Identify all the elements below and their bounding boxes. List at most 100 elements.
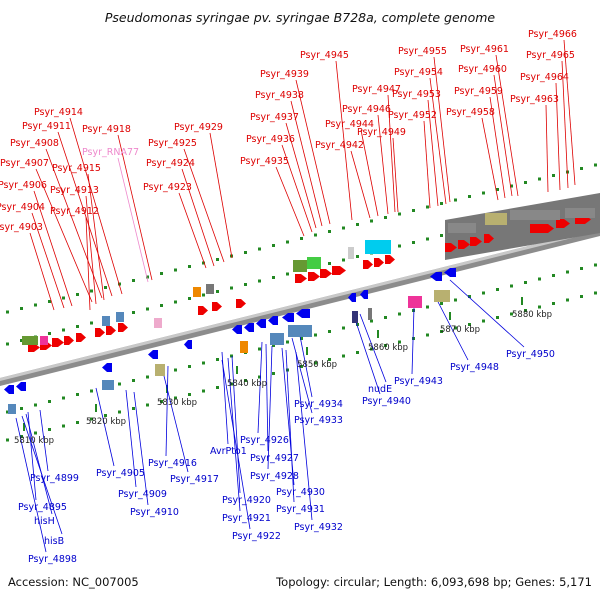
gene-label[interactable]: Psyr_4906 <box>0 180 47 191</box>
forward-gene-arrow <box>64 336 74 345</box>
gene-label[interactable]: Psyr_4958 <box>446 107 495 118</box>
gene-label[interactable]: Psyr_4965 <box>526 50 575 61</box>
gene-label[interactable]: Psyr_4942 <box>315 140 364 151</box>
gene-label[interactable]: Psyr_4928 <box>250 471 299 482</box>
gene-label[interactable]: Psyr_4966 <box>528 29 577 40</box>
gene-label[interactable]: Psyr_4954 <box>394 67 443 78</box>
gene-label[interactable]: Psyr_4935 <box>240 156 289 167</box>
gene-label[interactable]: Psyr_4944 <box>325 119 374 130</box>
gene-label[interactable]: Psyr_4940 <box>362 396 411 407</box>
gene-label[interactable]: Psyr_4949 <box>357 127 406 138</box>
track-dot <box>594 163 597 167</box>
gene-label[interactable]: Psyr_4945 <box>300 50 349 61</box>
track-dot <box>328 358 331 361</box>
gene-label[interactable]: Psyr_4920 <box>222 495 271 506</box>
track-dot <box>6 310 9 314</box>
track-dot <box>286 368 289 372</box>
gene-label[interactable]: Psyr_4953 <box>392 89 441 100</box>
gene-label[interactable]: hisB <box>44 536 64 547</box>
track-dot <box>244 379 247 382</box>
gene-label[interactable]: Psyr_4937 <box>250 112 299 123</box>
forward-gene-arrow <box>295 274 307 283</box>
gene-label[interactable]: Psyr_4898 <box>28 554 77 565</box>
label-leader-line <box>95 387 115 467</box>
label-leader-line <box>360 129 379 217</box>
gene-label[interactable]: Psyr_4905 <box>96 468 145 479</box>
gene-label[interactable]: Psyr_4963 <box>510 94 559 105</box>
gene-label[interactable]: Psyr_4899 <box>30 473 79 484</box>
gene-label[interactable]: Psyr_4912 <box>50 206 99 217</box>
gene-label[interactable]: Psyr_4961 <box>460 44 509 55</box>
gene-label[interactable]: Psyr_RNA77 <box>82 147 139 158</box>
gene-label[interactable]: Psyr_4925 <box>148 138 197 149</box>
gene-label[interactable]: Psyr_4922 <box>232 531 281 542</box>
label-leader-line <box>85 216 91 311</box>
gene-label[interactable]: Psyr_4947 <box>352 84 401 95</box>
gene-label[interactable]: AvrPto1 <box>210 446 247 457</box>
gene-label[interactable]: Psyr_4904 <box>0 202 45 213</box>
track-dot <box>118 282 121 286</box>
gene-box <box>408 296 422 308</box>
gene-label[interactable]: Psyr_4950 <box>506 349 555 360</box>
gene-label[interactable]: Psyr_4955 <box>398 46 447 57</box>
gene-label[interactable]: nudE <box>368 384 392 395</box>
gene-label[interactable]: Psyr_4921 <box>222 513 271 524</box>
gene-label[interactable]: Psyr_4909 <box>118 489 167 500</box>
gene-label[interactable]: Psyr_4946 <box>342 104 391 115</box>
gene-label[interactable]: Psyr_4926 <box>240 435 289 446</box>
gene-label[interactable]: hisH <box>34 516 55 527</box>
label-leader-line <box>257 341 263 434</box>
gene-label[interactable]: Psyr_4959 <box>454 86 503 97</box>
forward-gene-arrow <box>28 343 40 352</box>
track-dot <box>552 174 555 177</box>
gene-label[interactable]: Psyr_4913 <box>50 185 99 196</box>
forward-gene-arrow <box>470 237 482 246</box>
track-dot <box>132 379 135 382</box>
gene-label[interactable]: Psyr_4908 <box>10 138 59 149</box>
gene-box <box>510 210 560 220</box>
gene-label[interactable]: Psyr_4932 <box>294 522 343 533</box>
track-dot <box>174 396 177 400</box>
reverse-gene-arrow <box>244 323 254 332</box>
forward-gene-arrow <box>445 243 457 252</box>
gene-label[interactable]: Psyr_4924 <box>146 158 195 169</box>
track-dot <box>62 328 65 332</box>
gene-label[interactable]: Psyr_4952 <box>388 110 437 121</box>
gene-label[interactable]: Psyr_4910 <box>130 507 179 518</box>
gene-label[interactable]: Psyr_4916 <box>148 458 197 469</box>
gene-label[interactable]: Psyr_4931 <box>276 504 325 515</box>
track-dot <box>524 181 527 184</box>
gene-label[interactable]: Psyr_4933 <box>294 415 343 426</box>
label-leader-line <box>481 117 499 201</box>
track-dot <box>468 323 471 326</box>
track-dot <box>20 435 23 438</box>
gene-label[interactable]: Psyr_4915 <box>52 163 101 174</box>
gene-label[interactable]: Psyr_4903 <box>0 222 43 233</box>
kbp-label: 5840 kbp <box>227 379 267 389</box>
gene-label[interactable]: Psyr_4917 <box>170 474 219 485</box>
kbp-label: 5830 kbp <box>157 398 197 408</box>
gene-box <box>434 290 450 302</box>
gene-label[interactable]: Psyr_4948 <box>450 362 499 373</box>
gene-label[interactable]: Psyr_4936 <box>246 134 295 145</box>
track-dot <box>412 209 415 212</box>
gene-label[interactable]: Psyr_4930 <box>276 487 325 498</box>
gene-label[interactable]: Psyr_4918 <box>82 124 131 135</box>
gene-label[interactable]: Psyr_4907 <box>0 158 49 169</box>
gene-label[interactable]: Psyr_4929 <box>174 122 223 133</box>
gene-label[interactable]: Psyr_4923 <box>143 182 192 193</box>
gene-label[interactable]: Psyr_4960 <box>458 64 507 75</box>
gene-label[interactable]: Psyr_4939 <box>260 69 309 80</box>
gene-label[interactable]: Psyr_4964 <box>520 72 569 83</box>
gene-label[interactable]: Psyr_4943 <box>394 376 443 387</box>
gene-label[interactable]: Psyr_4938 <box>255 90 304 101</box>
gene-label[interactable]: Psyr_4911 <box>22 121 71 132</box>
label-leader-line <box>178 192 207 269</box>
gene-label[interactable]: Psyr_4895 <box>18 502 67 513</box>
track-dot <box>426 205 429 209</box>
gene-label[interactable]: Psyr_4934 <box>294 399 343 410</box>
gene-label[interactable]: Psyr_4927 <box>250 453 299 464</box>
track-dot <box>146 375 149 379</box>
track-dot <box>398 212 401 216</box>
gene-label[interactable]: Psyr_4914 <box>34 107 83 118</box>
